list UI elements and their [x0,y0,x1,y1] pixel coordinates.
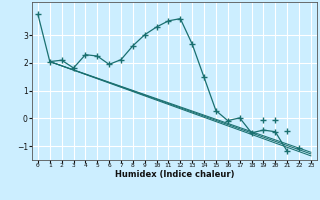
X-axis label: Humidex (Indice chaleur): Humidex (Indice chaleur) [115,170,234,179]
